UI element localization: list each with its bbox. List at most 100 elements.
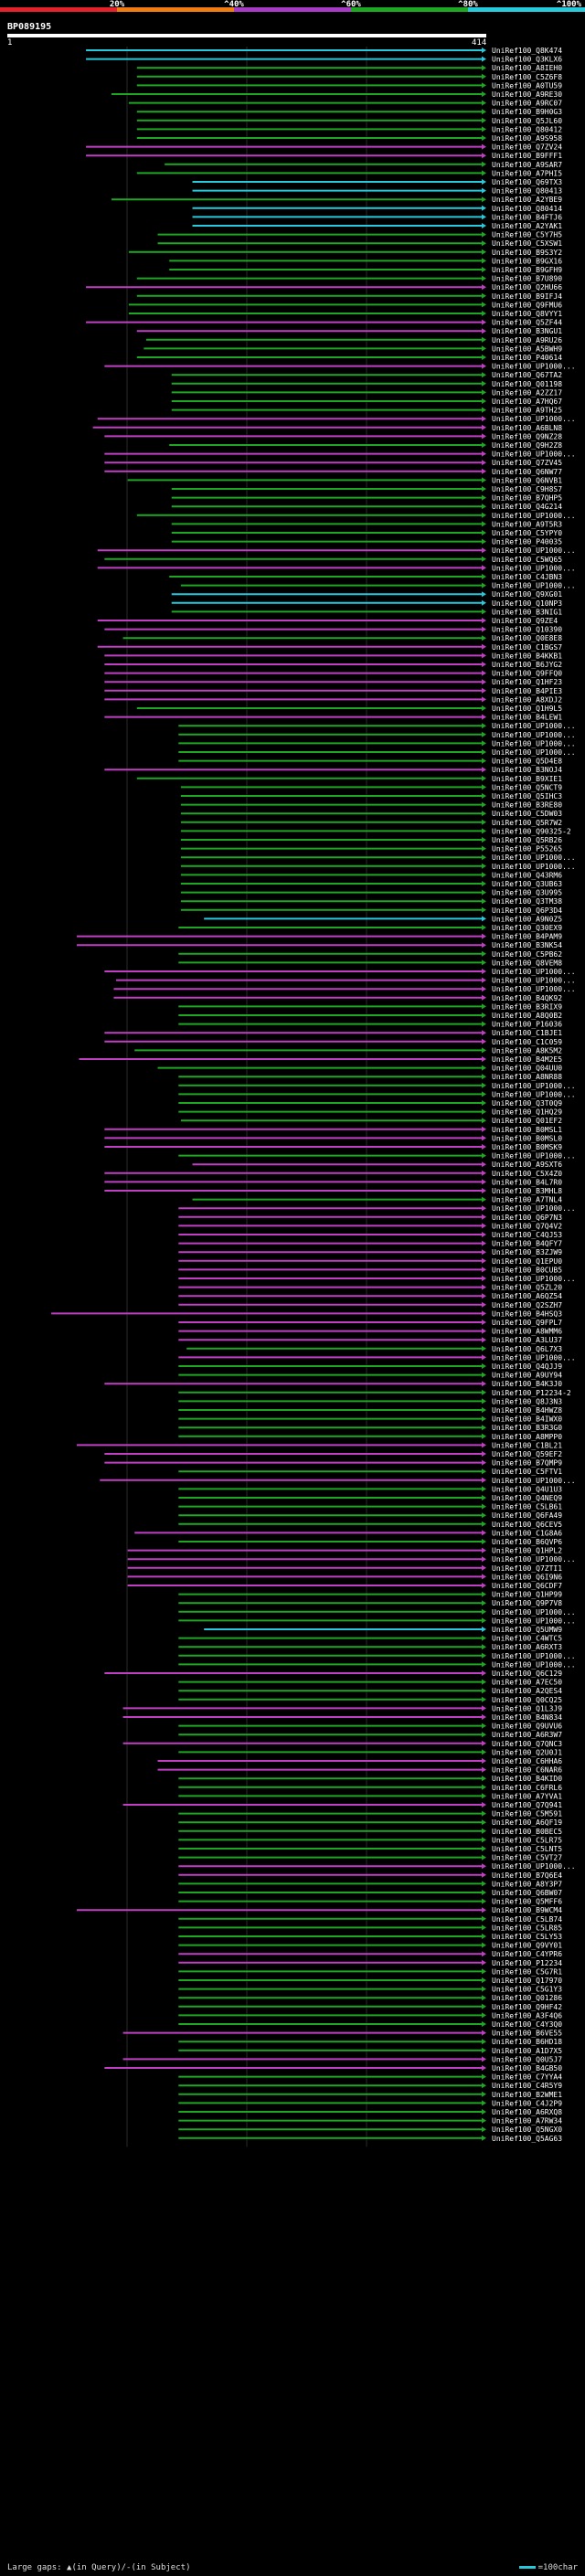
hit-label: UniRef100_C1BGS7: [492, 643, 562, 652]
hit-arrow: [482, 73, 486, 80]
hit-arrow: [482, 1934, 486, 1939]
hit-arrow: [482, 1425, 486, 1431]
hit-arrow: [482, 1328, 486, 1334]
hit-label: UniRef100_A2ZZ17: [492, 388, 562, 397]
hit-label: UniRef100_B9S3Y2: [492, 249, 562, 257]
hit-arrow: [482, 679, 486, 685]
hit-label: UniRef100_UP1000...: [492, 1152, 576, 1161]
hit-arrow: [482, 336, 486, 343]
hit-arrow: [482, 231, 486, 238]
hit-label: UniRef100_UP1000...: [492, 739, 576, 747]
hit-label: UniRef100_Q6NVB1: [492, 476, 562, 484]
hit-arrow: [482, 898, 486, 905]
hit-label: UniRef100_A8Y3P7: [492, 1880, 562, 1888]
hit-label: UniRef100_Q0E8E8: [492, 634, 562, 642]
hit-label: UniRef100_B4L7R0: [492, 1178, 562, 1186]
hit-arrow: [482, 749, 486, 755]
hit-label: UniRef100_B3NOJ4: [492, 766, 562, 774]
hit-label: UniRef100_P12234: [492, 1959, 562, 1967]
hit-label: UniRef100_UP1000...: [492, 564, 576, 572]
hit-arrow: [482, 1249, 486, 1256]
hit-arrow: [482, 1688, 486, 1694]
hit-label: UniRef100_A7HQ67: [492, 398, 562, 406]
hit-arrow: [482, 249, 486, 255]
hit-label: UniRef100_B9GX16: [492, 257, 562, 265]
hit-label: UniRef100_Q9FMU6: [492, 301, 562, 309]
hit-arrow: [482, 126, 486, 133]
hit-label: UniRef100_A9RE30: [492, 90, 562, 99]
scale-segment: [234, 7, 351, 12]
hit-arrow: [482, 48, 486, 53]
hit-arrow: [482, 363, 486, 369]
scale-label: ^100%: [557, 0, 582, 9]
hit-arrow: [482, 2047, 486, 2053]
hit-arrow: [482, 1074, 486, 1080]
hit-arrow: [482, 925, 486, 930]
hit-label: UniRef100_UP1000...: [492, 1082, 576, 1090]
hit-arrow: [482, 1644, 486, 1650]
hit-label: UniRef100_C1G8A6: [492, 1529, 562, 1537]
hit-label: UniRef100_Q5ZF44: [492, 319, 562, 327]
hit-label: UniRef100_UP1000...: [492, 748, 576, 757]
hit-arrow: [482, 302, 486, 308]
hit-label: UniRef100_Q5NCT9: [492, 783, 562, 791]
hit-arrow: [482, 1959, 486, 1966]
hit-arrow: [482, 504, 486, 510]
hit-arrow: [482, 687, 486, 694]
hit-arrow: [482, 547, 486, 554]
hit-arrow: [482, 1898, 486, 1904]
hit-label: UniRef100_Q04UU0: [492, 1065, 562, 1073]
hit-arrow: [482, 1240, 486, 1246]
hit-arrow: [482, 1214, 486, 1220]
hit-label: UniRef100_B4K3J0: [492, 1380, 562, 1388]
hit-arrow: [482, 2030, 486, 2036]
hit-arrow: [482, 1574, 486, 1580]
hit-label: UniRef100_A0TU59: [492, 81, 562, 90]
hit-arrow: [482, 1863, 486, 1870]
hit-label: UniRef100_B4IWX0: [492, 1415, 562, 1424]
hit-label: UniRef100_C4J2P9: [492, 2099, 562, 2107]
hit-arrow: [482, 565, 486, 571]
hit-arrow: [482, 1714, 486, 1720]
hit-label: UniRef100_Q1HQ29: [492, 1108, 562, 1117]
hit-arrow: [482, 1521, 486, 1527]
hit-arrow: [482, 1871, 486, 1878]
hit-arrow: [482, 775, 486, 781]
hit-label: UniRef100_A8K5M2: [492, 1046, 562, 1055]
hit-label: UniRef100_UP1000...: [492, 863, 576, 871]
hit-label: UniRef100_A9S958: [492, 134, 562, 143]
hit-label: UniRef100_B7QHP5: [492, 494, 562, 503]
hit-label: UniRef100_UP1000...: [492, 985, 576, 993]
hit-label: UniRef100_B4N834: [492, 1713, 562, 1722]
hit-arrow: [482, 819, 486, 825]
hit-label: UniRef100_Q30EX9: [492, 924, 562, 932]
hit-label: UniRef100_B2WME1: [492, 2091, 562, 2099]
hit-arrow: [482, 328, 486, 334]
hit-label: UniRef100_UP1000...: [492, 1555, 576, 1564]
hit-arrow: [482, 1986, 486, 1992]
hit-arrow: [482, 1907, 486, 1913]
hit-label: UniRef100_Q3UB63: [492, 880, 562, 888]
hit-label: UniRef100_B3RE80: [492, 801, 562, 810]
hit-label: UniRef100_C5LB74: [492, 1915, 562, 1924]
hit-arrow: [482, 1539, 486, 1544]
hit-arrow: [482, 1407, 486, 1413]
hit-arrow: [482, 1617, 486, 1624]
hit-label: UniRef100_B4PIE3: [492, 687, 562, 695]
hit-label: UniRef100_UP1000...: [492, 722, 576, 730]
legend-footer: Large gaps: ▲(in Query)/-(in Subject) =1…: [7, 2563, 578, 2574]
hit-arrow: [482, 372, 486, 378]
hit-label: UniRef100_Q9ZE4: [492, 617, 558, 625]
hit-arrow: [482, 311, 486, 316]
hit-label: UniRef100_Q3U995: [492, 889, 562, 897]
hit-label: UniRef100_C5XSW1: [492, 239, 562, 248]
hit-label: UniRef100_B4KKB1: [492, 652, 562, 660]
hit-label: UniRef100_B4QK92: [492, 994, 562, 1002]
hit-label: UniRef100_A9SXT6: [492, 1161, 562, 1169]
hit-arrow: [482, 1065, 486, 1071]
hit-label: UniRef100_Q9FFQ0: [492, 670, 562, 678]
hit-arrow: [482, 1696, 486, 1702]
hit-label: UniRef100_Q5D4E8: [492, 758, 562, 766]
hit-label: UniRef100_UP1000...: [492, 1660, 576, 1669]
hit-arrow: [482, 416, 486, 422]
